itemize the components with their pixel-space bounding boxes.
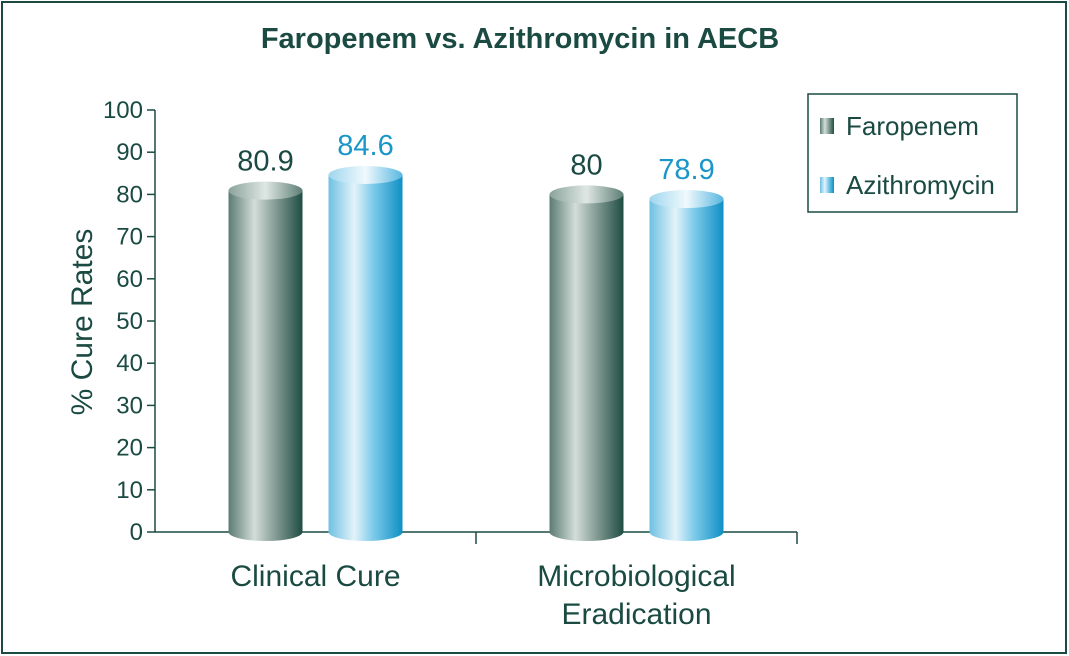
x-tick-label: Microbiological Eradication (537, 560, 735, 631)
bar-faropenem-1 (549, 185, 624, 541)
y-tick-label: 70 (116, 224, 143, 251)
bar-body (549, 194, 624, 541)
y-tick-label: 40 (116, 350, 143, 377)
value-label: 78.9 (658, 154, 714, 186)
legend-label-faropenem: Faropenem (846, 111, 979, 141)
y-tick-label: 0 (130, 519, 143, 546)
y-tick-label: 20 (116, 435, 143, 462)
y-tick-label: 50 (116, 308, 143, 335)
value-label: 80.9 (237, 146, 293, 178)
bar-top (649, 190, 724, 209)
y-tick-label: 80 (116, 181, 143, 208)
y-tick-label: 60 (116, 266, 143, 293)
x-tick-label-line: Microbiological (537, 560, 735, 593)
legend: Faropenem Azithromycin (807, 93, 1018, 213)
bar-top (549, 185, 624, 204)
value-label: 80 (570, 149, 602, 181)
y-tick-label: 90 (116, 139, 143, 166)
x-axis: Clinical Cure Microbiological Eradication (155, 531, 798, 631)
chart-title: Faropenem vs. Azithromycin in AECB (261, 23, 779, 55)
y-tick-label: 30 (116, 392, 143, 419)
bar-azithromycin-0 (328, 165, 403, 541)
y-tick-label: 10 (116, 477, 143, 504)
bar-body (228, 190, 303, 542)
bar-body (649, 199, 724, 542)
value-label: 84.6 (337, 130, 393, 162)
value-labels: 80.9 84.6 80 78.9 (237, 130, 714, 186)
legend-box (807, 93, 1018, 213)
legend-label-azithromycin: Azithromycin (846, 170, 995, 200)
legend-swatch-azithromycin (820, 177, 834, 193)
bar-azithromycin-1 (649, 190, 724, 542)
x-tick-label: Clinical Cure (230, 560, 400, 593)
y-tick-label: 100 (103, 97, 143, 124)
x-tick-label-line: Eradication (561, 598, 711, 631)
bars (228, 165, 724, 542)
y-axis: 0 10 20 30 40 50 60 70 80 90 100 (103, 97, 156, 546)
bar-body (328, 174, 403, 541)
bar-faropenem-0 (228, 181, 303, 542)
legend-swatch-faropenem (820, 118, 834, 134)
bar-top (228, 181, 303, 200)
y-axis-label: % Cure Rates (66, 229, 99, 416)
bar-top (328, 165, 403, 184)
x-tick-label-line: Clinical Cure (230, 560, 400, 593)
